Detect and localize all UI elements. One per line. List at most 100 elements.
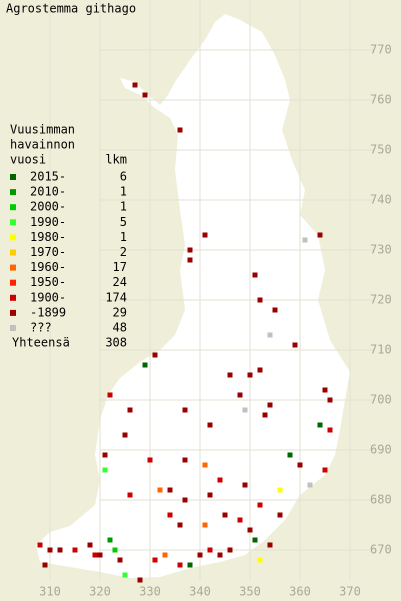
observation (327, 427, 333, 433)
y-tick-label: 750 (370, 143, 392, 157)
y-tick-label: 740 (370, 193, 392, 207)
legend-swatch (10, 294, 16, 301)
observation (247, 527, 253, 533)
observation (177, 522, 183, 528)
observation (207, 422, 213, 428)
y-tick-label: 770 (370, 43, 392, 57)
finland-land (36, 14, 350, 578)
observation (182, 497, 188, 503)
observation (267, 402, 273, 408)
legend-count: 5 (120, 215, 127, 229)
observation (182, 457, 188, 463)
observation (152, 352, 158, 358)
observation (42, 562, 48, 568)
observation (97, 552, 103, 558)
observation (302, 237, 308, 243)
legend-count: 24 (113, 275, 127, 289)
legend-count-heading: lkm (105, 153, 127, 167)
observation (92, 552, 98, 558)
legend-swatch (10, 279, 16, 286)
observation (87, 542, 93, 548)
legend-count: 29 (113, 305, 127, 319)
legend-label: 1950- (30, 275, 66, 289)
observation (102, 467, 108, 473)
y-tick-label: 710 (370, 343, 392, 357)
observation (162, 552, 168, 558)
legend-heading: havainnon (10, 138, 75, 152)
observation (257, 367, 263, 373)
observation (252, 272, 258, 278)
observation (222, 512, 228, 518)
observation (182, 407, 188, 413)
observation (37, 542, 43, 548)
observation (227, 547, 233, 553)
observation (257, 297, 263, 303)
observation (187, 247, 193, 253)
observation (157, 487, 163, 493)
observation (252, 537, 258, 543)
legend-heading: vuosi (10, 153, 46, 167)
legend-swatch (10, 234, 16, 241)
legend-count: 17 (113, 260, 127, 274)
observation (307, 482, 313, 488)
legend-count: 1 (120, 200, 127, 214)
observation (297, 462, 303, 468)
observation (322, 467, 328, 473)
observation (102, 452, 108, 458)
observation (187, 562, 193, 568)
legend-swatch (10, 309, 16, 316)
observation (242, 407, 248, 413)
observation (207, 547, 213, 553)
legend-total: 308 (105, 336, 127, 350)
legend-swatch (10, 189, 16, 196)
x-tick-label: 330 (139, 585, 161, 599)
legend-swatch (10, 174, 16, 180)
y-tick-label: 720 (370, 293, 392, 307)
observation (272, 307, 278, 313)
legend-label: 2010- (30, 185, 66, 199)
legend-label: 1900- (30, 290, 66, 304)
legend-swatch (10, 264, 16, 271)
x-tick-label: 360 (289, 585, 311, 599)
legend-label: 1970- (30, 245, 66, 259)
observation (127, 492, 133, 498)
observation (117, 557, 123, 563)
observation (107, 537, 113, 543)
x-tick-label: 320 (89, 585, 111, 599)
observation (257, 557, 263, 563)
legend-heading: Vuusimman (10, 123, 75, 137)
legend-label: 1990- (30, 215, 66, 229)
observation (317, 232, 323, 238)
observation (287, 452, 293, 458)
legend-swatch (10, 325, 16, 331)
observation (217, 552, 223, 558)
observation (327, 397, 333, 403)
observation (257, 502, 263, 508)
observation (267, 332, 273, 338)
observation (277, 512, 283, 518)
legend-total-label: Yhteensä (12, 336, 70, 350)
y-tick-label: 670 (370, 543, 392, 557)
observation (177, 562, 183, 568)
observation (207, 492, 213, 498)
observation (137, 577, 143, 583)
x-tick-label: 310 (39, 585, 61, 599)
legend-label: -1899 (30, 305, 66, 319)
legend-count: 174 (105, 290, 127, 304)
observation (322, 387, 328, 393)
observation (122, 572, 128, 578)
observation (267, 542, 273, 548)
observation (217, 477, 223, 483)
observation (177, 127, 183, 133)
legend-label: 1980- (30, 230, 66, 244)
observation (132, 82, 138, 88)
observation (202, 522, 208, 528)
map-title: Agrostemma githago (6, 2, 136, 16)
observation (107, 392, 113, 398)
observation (142, 362, 148, 368)
legend: 2015- 6 2010- 1 2000- 1 1990- 5 1980- 1 1970- 2 1960… (10, 170, 127, 350)
x-tick-label: 350 (239, 585, 261, 599)
observation (47, 547, 53, 553)
